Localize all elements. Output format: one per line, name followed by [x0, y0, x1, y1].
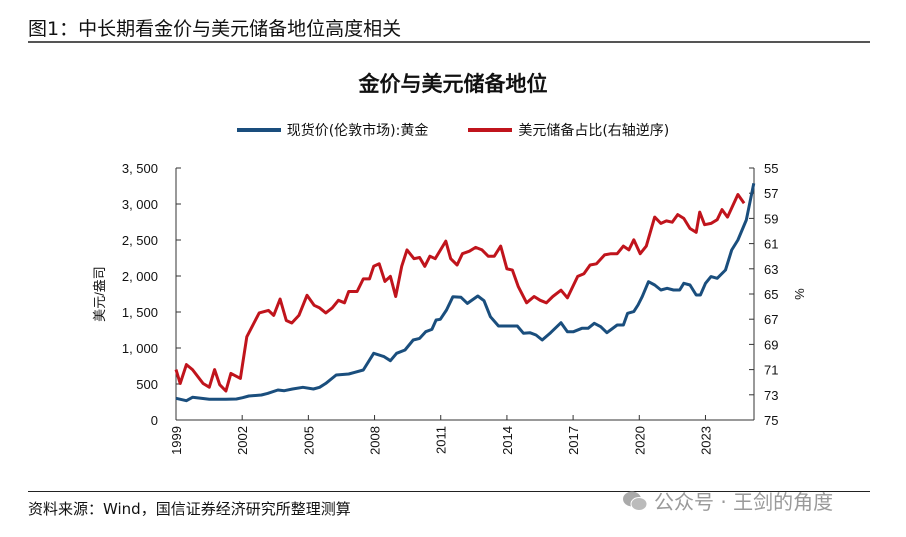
y2-tick-label: 75 — [764, 413, 778, 428]
series-line-usd-share — [174, 193, 746, 393]
source-note: 资料来源：Wind，国信证券经济研究所整理测算 — [28, 500, 351, 518]
legend-item-usd-share: 美元储备占比(右轴逆序) — [468, 120, 669, 140]
y-tick-label: 3, 500 — [122, 161, 158, 176]
x-tick-label: 2020 — [632, 426, 647, 455]
x-tick-label: 2008 — [368, 426, 383, 455]
x-tick-label: 2002 — [235, 426, 250, 455]
x-tick-label: 2014 — [500, 426, 515, 455]
y2-tick-label: 57 — [764, 186, 778, 201]
x-tick-label: 2017 — [566, 426, 581, 455]
y-tick-label: 2, 000 — [122, 269, 158, 284]
y-tick-label: 0 — [151, 413, 158, 428]
y2-axis-label: % — [792, 288, 807, 300]
y2-tick-label: 61 — [764, 237, 778, 252]
figure-title: 图1：中长期看金价与美元储备地位高度相关 — [28, 18, 402, 40]
x-tick-label: 2023 — [698, 426, 713, 455]
watermark: 公众号 · 王剑的角度 — [622, 486, 833, 515]
legend-label-usd-share: 美元储备占比(右轴逆序) — [518, 123, 670, 139]
y2-tick-label: 67 — [764, 312, 778, 327]
y2-tick-label: 65 — [764, 287, 778, 302]
footer-divider — [28, 491, 870, 492]
y2-tick-label: 55 — [764, 161, 778, 176]
wechat-icon — [623, 491, 648, 511]
y-tick-label: 2, 500 — [122, 233, 158, 248]
y2-tick-label: 63 — [764, 262, 778, 277]
x-tick-label: 2005 — [301, 426, 316, 455]
y-tick-label: 3, 000 — [122, 197, 158, 212]
y-tick-label: 1, 500 — [122, 305, 158, 320]
legend-swatch-gold — [236, 128, 281, 132]
title-divider — [28, 41, 870, 43]
x-tick-label: 2011 — [434, 426, 449, 454]
y-axis-label: 美元/盎司 — [92, 266, 107, 322]
legend-swatch-usd-share — [468, 128, 513, 132]
chart-title: 金价与美元储备地位 — [358, 72, 548, 96]
y2-tick-label: 59 — [764, 211, 778, 226]
y-tick-label: 500 — [136, 377, 158, 392]
legend-item-gold: 现货价(伦敦市场):黄金 — [236, 120, 429, 140]
y2-tick-label: 73 — [764, 388, 778, 403]
y-tick-label: 1, 000 — [122, 341, 158, 356]
y2-tick-label: 69 — [764, 337, 778, 352]
legend-label-gold: 现货价(伦敦市场):黄金 — [286, 123, 429, 139]
x-tick-label: 1999 — [169, 426, 184, 455]
legend: 现货价(伦敦市场):黄金 美元储备占比(右轴逆序) — [0, 120, 906, 140]
y2-tick-label: 71 — [764, 363, 778, 378]
watermark-text: 公众号 · 王剑的角度 — [654, 490, 834, 514]
series-line-gold — [175, 182, 756, 403]
